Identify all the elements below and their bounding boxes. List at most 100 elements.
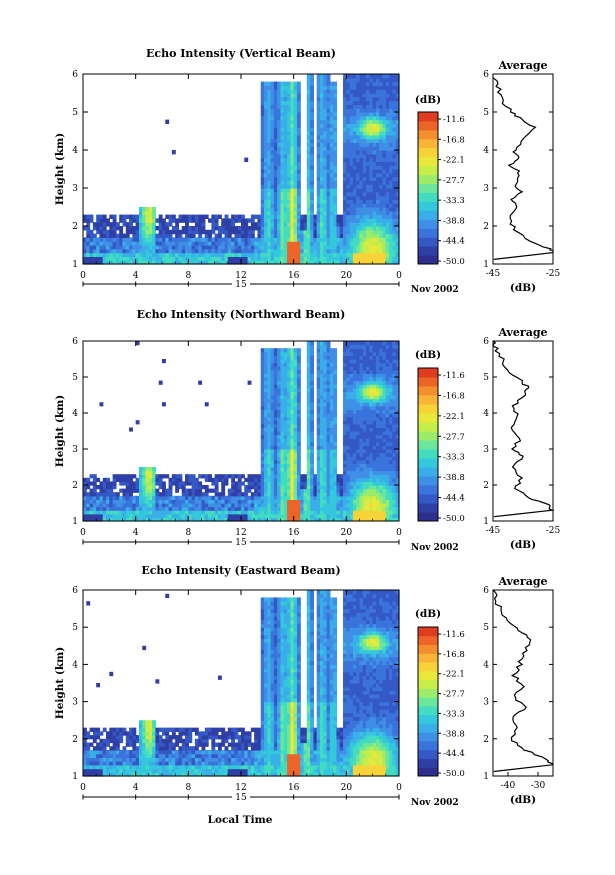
heatmap-cell bbox=[296, 369, 301, 374]
heatmap-cell bbox=[316, 420, 321, 425]
heatmap-cell bbox=[287, 445, 291, 450]
heatmap-cell bbox=[273, 441, 278, 446]
heatmap-cell bbox=[320, 452, 324, 457]
heatmap-cell bbox=[162, 495, 166, 500]
heatmap-cell bbox=[273, 517, 278, 522]
heatmap-cell bbox=[352, 184, 357, 189]
heatmap-cell bbox=[181, 245, 186, 250]
heatmap-cell bbox=[273, 93, 278, 98]
heatmap-cell bbox=[362, 503, 367, 508]
heatmap-cell bbox=[369, 423, 374, 428]
heatmap-cell bbox=[293, 226, 298, 231]
heatmap-cell bbox=[359, 74, 364, 79]
heatmap-cell bbox=[267, 127, 272, 132]
heatmap-cell bbox=[329, 405, 334, 410]
heatmap-cell bbox=[290, 188, 295, 193]
heatmap-cell bbox=[171, 214, 176, 219]
heatmap-cell bbox=[109, 517, 114, 522]
heatmap-cell bbox=[287, 463, 291, 468]
heatmap-cell bbox=[273, 405, 278, 410]
heatmap-cell bbox=[194, 222, 199, 227]
heatmap-cell bbox=[260, 438, 265, 443]
heatmap-cell bbox=[310, 127, 315, 132]
heatmap-cell bbox=[306, 89, 311, 94]
heatmap-cell bbox=[142, 499, 147, 504]
heatmap-cell bbox=[277, 474, 282, 479]
heatmap-cell bbox=[362, 218, 367, 223]
heatmap-cell bbox=[359, 199, 364, 204]
heatmap-cell bbox=[316, 256, 321, 261]
heatmap-cell bbox=[356, 409, 361, 414]
heatmap-cell bbox=[267, 384, 272, 389]
heatmap-cell bbox=[372, 256, 377, 261]
heatmap-cell bbox=[352, 344, 357, 349]
heatmap-cell bbox=[303, 485, 308, 490]
heatmap-cell bbox=[201, 248, 206, 254]
heatmap-cell bbox=[129, 226, 133, 231]
heatmap-cell bbox=[283, 384, 288, 389]
heatmap-cell bbox=[270, 153, 275, 159]
heatmap-cell bbox=[217, 517, 222, 522]
heatmap-cell bbox=[382, 438, 387, 443]
heatmap-cell bbox=[349, 127, 354, 132]
heatmap-cell bbox=[204, 214, 209, 219]
heatmap-cell bbox=[86, 492, 91, 497]
heatmap-cell bbox=[349, 169, 354, 174]
heatmap-cell bbox=[267, 108, 272, 113]
heatmap-cell bbox=[359, 134, 364, 140]
heatmap-cell bbox=[349, 481, 354, 486]
heatmap-cell bbox=[171, 150, 176, 155]
heatmap-cell bbox=[287, 470, 291, 475]
heatmap-cell bbox=[86, 510, 91, 515]
heatmap-cell bbox=[188, 256, 193, 261]
heatmap-cell bbox=[204, 260, 209, 265]
heatmap-cell bbox=[349, 81, 354, 86]
heatmap-cell bbox=[283, 355, 288, 360]
heatmap-cell bbox=[316, 226, 321, 231]
heatmap-cell bbox=[329, 495, 334, 500]
heatmap-cell bbox=[362, 203, 367, 208]
heatmap-cell bbox=[244, 237, 249, 242]
heatmap-cell bbox=[83, 488, 87, 493]
x-tick-label: 16 bbox=[288, 271, 300, 281]
heatmap-cell bbox=[264, 180, 268, 185]
heatmap-cell bbox=[115, 499, 120, 504]
heatmap-cell bbox=[366, 153, 370, 159]
heatmap-cell bbox=[204, 245, 209, 250]
heatmap-cell bbox=[316, 165, 321, 170]
heatmap-cell bbox=[372, 510, 377, 515]
heatmap-cell bbox=[168, 214, 173, 219]
heatmap-cell bbox=[329, 214, 334, 219]
heatmap-cell bbox=[194, 252, 199, 257]
heatmap-cell bbox=[320, 341, 324, 346]
heatmap-cell bbox=[329, 127, 334, 132]
heatmap-cell bbox=[310, 142, 315, 147]
heatmap-cell bbox=[349, 104, 354, 109]
heatmap-cell bbox=[280, 362, 285, 367]
heatmap-cell bbox=[142, 226, 147, 231]
heatmap-cell bbox=[375, 485, 380, 490]
heatmap-cell bbox=[320, 517, 324, 522]
heatmap-cell bbox=[280, 481, 285, 486]
heatmap-cell bbox=[316, 449, 321, 454]
heatmap-cell bbox=[287, 438, 291, 443]
heatmap-cell bbox=[283, 180, 288, 185]
heatmap-cell bbox=[333, 517, 338, 522]
heatmap-cell bbox=[250, 233, 255, 238]
heatmap-cell bbox=[283, 366, 288, 371]
heatmap-cell bbox=[362, 398, 367, 403]
heatmap-cell bbox=[349, 226, 354, 231]
heatmap-cell bbox=[277, 427, 282, 432]
heatmap-cell bbox=[273, 108, 278, 113]
heatmap-cell bbox=[264, 218, 268, 223]
heatmap-cell bbox=[320, 199, 324, 204]
heatmap-cell bbox=[395, 184, 400, 189]
heatmap-cell bbox=[366, 395, 370, 400]
heatmap-cell bbox=[333, 470, 338, 475]
heatmap-cell bbox=[356, 366, 361, 371]
echo-panel-1: Echo Intensity (Vertical Beam)0 4 8 12 16 20 0… bbox=[54, 47, 561, 295]
heatmap-cell bbox=[273, 104, 278, 109]
heatmap-cell bbox=[356, 226, 361, 231]
heatmap-cell bbox=[185, 503, 189, 508]
heatmap-cell bbox=[247, 245, 252, 250]
